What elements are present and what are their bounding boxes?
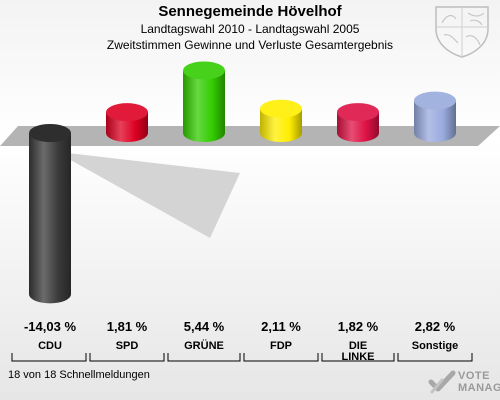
category-label: Sonstige <box>412 340 458 352</box>
bar-top <box>183 61 225 80</box>
bar-fdp <box>260 99 302 142</box>
value-label: 1,82 % <box>338 319 379 334</box>
chart-subtitle-description: Zweitstimmen Gewinne und Verluste Gesamt… <box>106 38 394 52</box>
brand-line-manager: MANAGER <box>458 382 500 394</box>
chart-subtitle-elections: Landtagswahl 2010 - Landtagswahl 2005 <box>140 22 360 36</box>
category-label: SPD <box>116 340 139 352</box>
coat-of-arms-icon <box>435 6 489 58</box>
category-tick <box>89 353 165 362</box>
bar-top <box>414 91 456 110</box>
category-label: GRÜNE <box>184 339 224 352</box>
category-tick <box>243 353 319 362</box>
bar-shadow <box>58 153 240 238</box>
chart-title: Sennegemeinde Hövelhof <box>158 3 342 20</box>
bar-spd <box>106 103 148 142</box>
bar-top <box>337 103 379 122</box>
category-label: FDP <box>270 340 292 352</box>
bar-body <box>414 100 456 142</box>
bar-sonstige <box>414 91 456 142</box>
bar-top <box>29 124 71 142</box>
bar-grüne <box>183 61 225 142</box>
value-label: 5,44 % <box>184 319 225 334</box>
bar-die-linke <box>337 103 379 142</box>
value-label: 1,81 % <box>107 319 148 334</box>
bar-top <box>106 103 148 122</box>
value-label: 2,82 % <box>415 319 456 334</box>
bar-body <box>183 70 225 142</box>
brand-line-vote: VOTE <box>458 370 490 382</box>
category-tick <box>321 353 395 362</box>
bar-body <box>260 108 302 142</box>
category-tick <box>167 353 241 362</box>
value-label: -14,03 % <box>24 319 76 334</box>
category-label: CDU <box>38 340 62 352</box>
check-ballot-icon <box>428 370 456 394</box>
category-tick <box>11 353 87 362</box>
category-label: DIE LINKE <box>342 340 375 363</box>
bar-cdu <box>29 124 240 304</box>
footer-report-count: 18 von 18 Schnellmeldungen <box>8 369 150 381</box>
category-tick <box>397 353 473 362</box>
votemanager-logo: VOTE MANAGER <box>428 368 500 398</box>
bar-top <box>260 99 302 118</box>
bar-body <box>29 133 71 304</box>
value-label: 2,11 % <box>261 319 301 334</box>
